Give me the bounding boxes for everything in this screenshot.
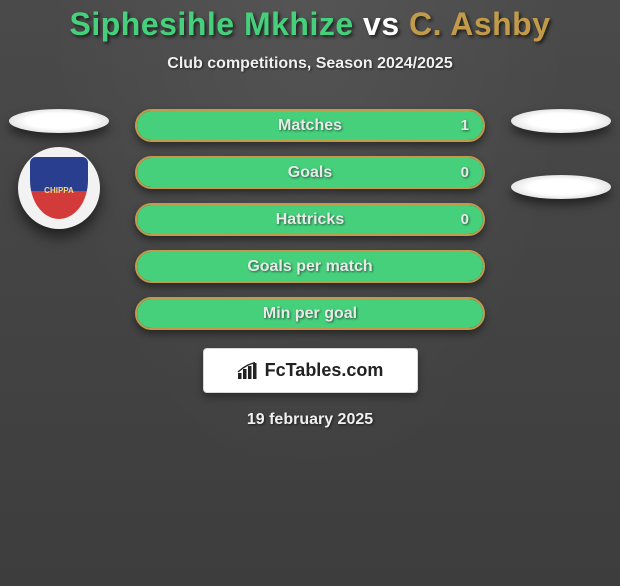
stat-bar-label: Goals per match [137, 252, 483, 281]
stat-bar-value: 0 [461, 205, 469, 234]
player-plate-icon [9, 109, 109, 133]
stat-bar: Min per goal [135, 297, 485, 330]
comparison-title: Siphesihle Mkhize vs C. Ashby [0, 6, 620, 43]
stat-bar-value: 0 [461, 158, 469, 187]
player-plate-icon [511, 109, 611, 133]
comparison-stage: CHIPPA Matches1Goals0Hattricks0Goals per… [0, 109, 620, 429]
stat-bar-label: Min per goal [137, 299, 483, 328]
stat-bar-label: Hattricks [137, 205, 483, 234]
left-decoration: CHIPPA [4, 109, 114, 229]
brand-text: FcTables.com [265, 360, 384, 381]
stat-bars: Matches1Goals0Hattricks0Goals per matchM… [135, 109, 485, 330]
brand-badge: FcTables.com [203, 348, 418, 393]
club-crest-label: CHIPPA [30, 157, 88, 219]
title-player-right: C. Ashby [409, 6, 551, 42]
date-label: 19 february 2025 [0, 411, 620, 429]
stat-bar: Hattricks0 [135, 203, 485, 236]
stat-bar: Goals0 [135, 156, 485, 189]
player-plate-icon [511, 175, 611, 199]
stat-bar-label: Matches [137, 111, 483, 140]
title-player-left: Siphesihle Mkhize [70, 6, 354, 42]
right-decoration [506, 109, 616, 199]
stat-bar: Goals per match [135, 250, 485, 283]
stat-bar-label: Goals [137, 158, 483, 187]
stat-bar-value: 1 [461, 111, 469, 140]
title-vs: vs [354, 6, 409, 42]
subtitle: Club competitions, Season 2024/2025 [0, 55, 620, 73]
stat-bar: Matches1 [135, 109, 485, 142]
brand-chart-icon [237, 362, 259, 380]
club-crest-left: CHIPPA [18, 147, 100, 229]
